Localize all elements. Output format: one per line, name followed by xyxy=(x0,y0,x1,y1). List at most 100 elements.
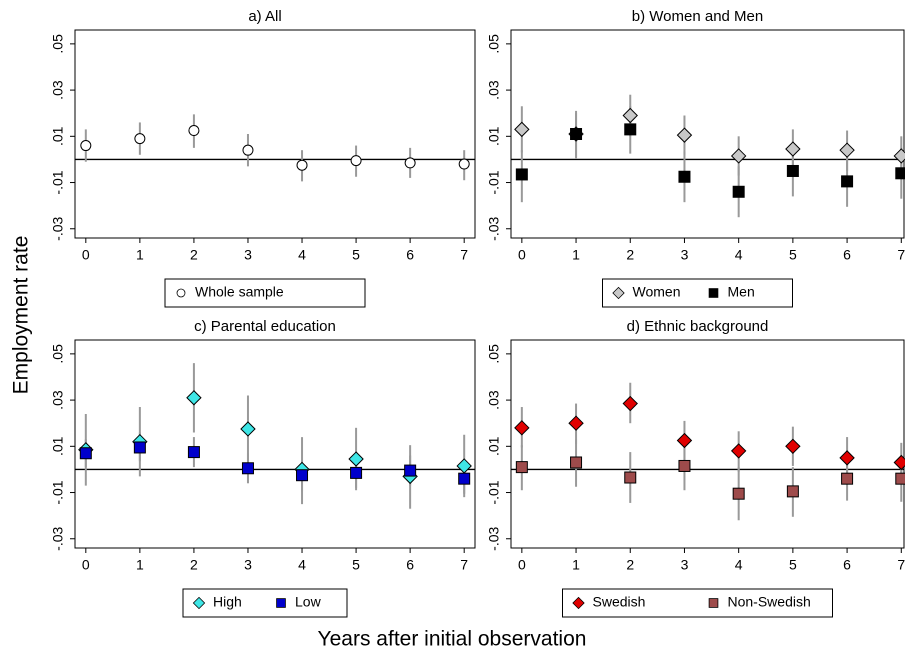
point xyxy=(241,462,254,475)
y-tick-label: -.03 xyxy=(50,216,66,240)
x-tick-label: 3 xyxy=(244,557,252,573)
x-tick-label: 2 xyxy=(626,247,634,263)
x-tick-label: 7 xyxy=(897,247,905,263)
y-tick-label: -.03 xyxy=(50,526,66,550)
y-axis-label: Employment rate xyxy=(10,236,33,395)
y-tick-label: .03 xyxy=(50,390,66,410)
x-tick-label: 1 xyxy=(572,557,580,573)
legend-label: Low xyxy=(295,594,322,610)
point xyxy=(730,148,747,164)
y-tick-label: .03 xyxy=(50,80,66,100)
y-tick-label: .05 xyxy=(50,34,66,54)
y-tick-label: .05 xyxy=(486,344,502,364)
point xyxy=(676,432,693,449)
legend-marker xyxy=(176,288,186,298)
point xyxy=(515,168,528,181)
x-tick-label: 5 xyxy=(352,247,360,263)
point xyxy=(296,159,308,171)
legend-label: Non-Swedish xyxy=(728,594,811,610)
y-tick-label: .05 xyxy=(50,344,66,364)
x-tick-label: 0 xyxy=(82,247,90,263)
y-tick-label: -.03 xyxy=(486,526,502,550)
legend-box xyxy=(164,278,366,308)
point xyxy=(514,420,530,436)
point xyxy=(732,185,745,198)
plot-area xyxy=(74,29,476,239)
point xyxy=(188,125,200,137)
y-tick-label: -.01 xyxy=(50,480,66,504)
plot-area xyxy=(510,29,905,239)
point xyxy=(839,450,855,466)
legend-marker xyxy=(276,598,286,608)
point xyxy=(895,167,905,180)
x-tick-label: 6 xyxy=(843,247,851,263)
legend-marker xyxy=(192,596,206,610)
x-tick-label: 6 xyxy=(843,557,851,573)
point xyxy=(785,438,801,455)
panel-title: a) All xyxy=(248,8,281,25)
panel-title: c) Parental education xyxy=(194,318,336,335)
x-tick-label: 2 xyxy=(190,247,198,263)
x-tick-label: 3 xyxy=(681,247,689,263)
point xyxy=(785,141,801,157)
point xyxy=(841,472,854,485)
x-tick-label: 7 xyxy=(460,247,468,263)
point xyxy=(79,447,92,460)
x-tick-label: 2 xyxy=(190,557,198,573)
point xyxy=(839,142,855,158)
legend-label: High xyxy=(213,594,242,610)
point xyxy=(296,469,309,482)
x-tick-label: 1 xyxy=(572,247,580,263)
point xyxy=(893,148,905,164)
point xyxy=(404,157,416,169)
x-tick-label: 0 xyxy=(518,247,526,263)
x-axis-label: Years after initial observation xyxy=(318,628,587,651)
point xyxy=(786,485,799,498)
plot-area xyxy=(74,339,476,549)
x-tick-label: 5 xyxy=(789,557,797,573)
point xyxy=(622,107,638,124)
x-tick-label: 4 xyxy=(298,557,306,573)
legend-label: Men xyxy=(728,284,755,300)
y-tick-label: .01 xyxy=(50,126,66,146)
x-tick-label: 4 xyxy=(298,247,306,263)
x-tick-label: 1 xyxy=(136,247,144,263)
point xyxy=(133,441,146,454)
y-tick-label: .03 xyxy=(486,390,502,410)
legend-marker xyxy=(708,598,719,608)
x-tick-label: 0 xyxy=(518,557,526,573)
point xyxy=(730,443,747,459)
x-tick-label: 6 xyxy=(406,247,414,263)
point xyxy=(732,487,745,500)
legend-box xyxy=(562,588,833,618)
point xyxy=(841,175,854,188)
x-tick-label: 6 xyxy=(406,557,414,573)
point xyxy=(240,421,256,437)
point xyxy=(568,415,584,431)
point xyxy=(570,456,583,469)
point xyxy=(622,395,638,412)
y-tick-label: .01 xyxy=(486,126,502,146)
panel-title: b) Women and Men xyxy=(632,8,763,25)
legend-box xyxy=(602,278,793,308)
legend-marker xyxy=(572,596,585,610)
y-tick-label: -.01 xyxy=(486,480,502,504)
y-tick-label: -.03 xyxy=(486,216,502,240)
point xyxy=(186,390,202,406)
x-tick-label: 0 xyxy=(82,557,90,573)
y-tick-label: .01 xyxy=(50,436,66,456)
x-tick-label: 1 xyxy=(136,557,144,573)
x-tick-label: 2 xyxy=(626,557,634,573)
point xyxy=(80,140,92,152)
point xyxy=(458,158,470,170)
y-tick-label: .03 xyxy=(486,80,502,100)
x-tick-label: 7 xyxy=(897,557,905,573)
point xyxy=(515,461,528,474)
legend-label: Women xyxy=(633,284,681,300)
point xyxy=(895,472,905,485)
x-tick-label: 5 xyxy=(789,247,797,263)
legend-label: Swedish xyxy=(593,594,646,610)
point xyxy=(624,471,637,484)
legend-box xyxy=(182,588,348,618)
